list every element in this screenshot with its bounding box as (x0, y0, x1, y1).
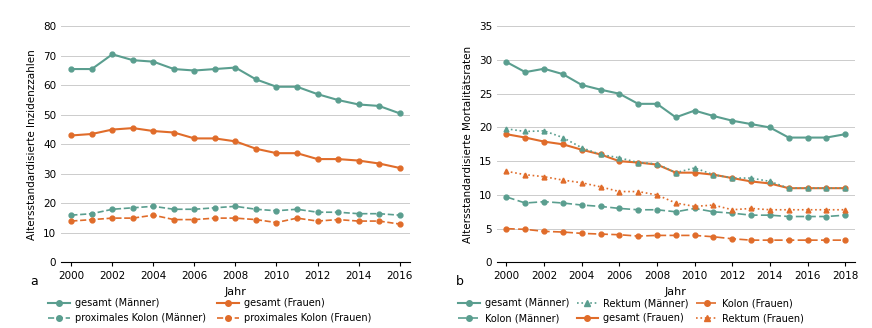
Text: b: b (456, 276, 464, 288)
X-axis label: Jahr: Jahr (224, 287, 247, 297)
Legend: gesamt (Männer), Kolon (Männer), Rektum (Männer), gesamt (Frauen), Kolon (Frauen: gesamt (Männer), Kolon (Männer), Rektum … (459, 298, 804, 323)
X-axis label: Jahr: Jahr (664, 287, 687, 297)
Y-axis label: Altersstandardisierte Mortalitätsraten: Altersstandardisierte Mortalitätsraten (463, 46, 473, 243)
Text: a: a (31, 276, 38, 288)
Y-axis label: Altersstandardisierte Inzidenzzahlen: Altersstandardisierte Inzidenzzahlen (28, 49, 37, 240)
Legend: gesamt (Männer), proximales Kolon (Männer), gesamt (Frauen), proximales Kolon (F: gesamt (Männer), proximales Kolon (Männe… (49, 298, 371, 323)
